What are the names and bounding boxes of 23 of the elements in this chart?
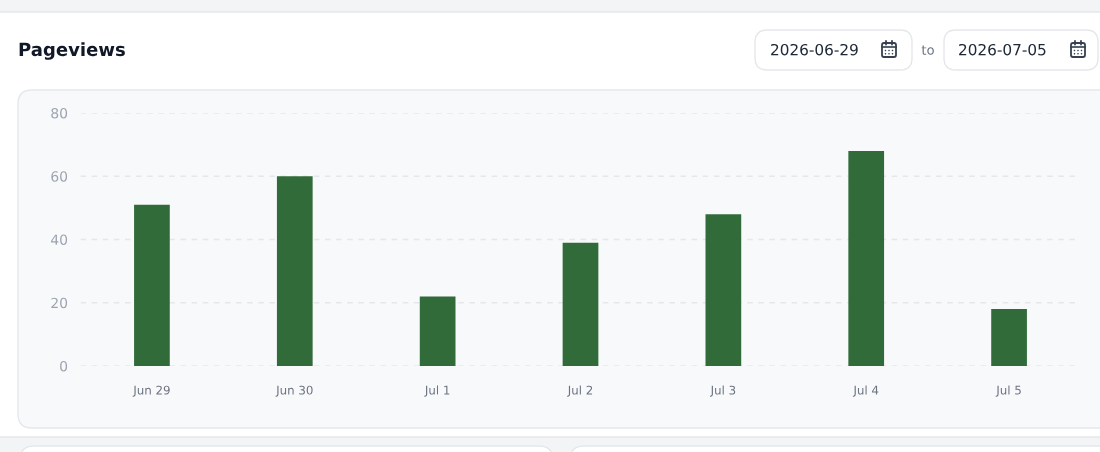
- y-tick-label: 80: [51, 107, 68, 119]
- bar: [134, 204, 170, 366]
- bar: [705, 214, 742, 366]
- chart-title: Pageviews: [19, 42, 125, 60]
- x-tick-label: Jun 30: [275, 385, 313, 397]
- y-tick-label: 60: [51, 171, 68, 182]
- y-tick-label: 40: [51, 234, 68, 245]
- text: to: [921, 45, 934, 55]
- bar: [848, 150, 885, 366]
- bar: [419, 296, 456, 366]
- x-tick-label: Jul 4: [852, 385, 879, 397]
- text: 2026-06-29: [771, 43, 858, 56]
- bar: [276, 176, 313, 366]
- x-tick-label: Jul 3: [709, 385, 736, 397]
- y-tick-label: 0: [60, 360, 68, 372]
- x-tick-label: Jun 29: [132, 385, 170, 397]
- x-tick-label: Jul 2: [567, 385, 593, 397]
- text: 2026-07-05: [959, 43, 1046, 56]
- x-tick-label: Jul 5: [995, 385, 1021, 397]
- x-tick-label: Jul 1: [424, 385, 450, 397]
- bar: [991, 309, 1027, 366]
- bar: [562, 242, 599, 366]
- y-tick-label: 20: [51, 297, 68, 309]
